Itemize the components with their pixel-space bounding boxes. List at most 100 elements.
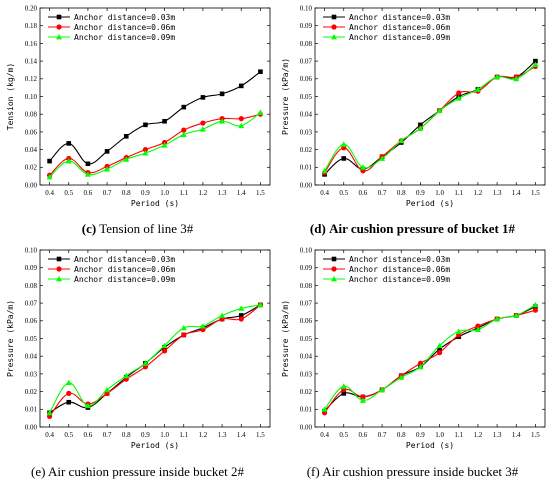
chart-panel-d: 0.00 0.01 0.02 0.03 0.04 0.05 0.06 0.07 0.08 0.09… <box>275 0 550 242</box>
y-tick-label: 0.05 <box>25 335 38 343</box>
data-point <box>46 174 53 180</box>
x-tick-label: 0.9 <box>416 431 425 439</box>
data-point <box>321 167 328 174</box>
data-point <box>436 342 443 348</box>
data-point <box>532 301 539 308</box>
x-tick-label: 0.4 <box>320 189 329 197</box>
x-tick-label: 1.0 <box>160 189 169 197</box>
data-point <box>66 399 72 405</box>
y-tick-label: 0.06 <box>300 75 313 83</box>
y-tick-label: 0.07 <box>300 58 313 66</box>
y-tick-label: 0.08 <box>300 282 313 290</box>
data-point <box>219 118 226 124</box>
data-point <box>532 61 539 68</box>
x-tick-label: 1.3 <box>218 189 227 197</box>
y-tick-label: 0.06 <box>300 317 313 325</box>
x-tick-label: 0.7 <box>103 189 112 197</box>
x-tick-label: 1.0 <box>435 189 444 197</box>
chart-svg-e: 0.00 0.01 0.02 0.03 0.04 0.05 0.06 0.07 0.08 0.09… <box>6 246 271 450</box>
y-tick-label: 0.02 <box>25 164 38 172</box>
series-group <box>46 302 264 419</box>
x-tick-label: 0.7 <box>378 431 387 439</box>
data-point <box>436 350 443 356</box>
data-point <box>181 104 187 110</box>
x-tick-label: 1.5 <box>531 189 540 197</box>
data-point <box>84 402 91 409</box>
data-point <box>238 116 244 122</box>
legend-label: Anchor distance=0.09m <box>74 275 175 284</box>
data-point <box>456 90 462 96</box>
panel-label-c: (c) <box>81 221 97 236</box>
y-tick-label: 0.00 <box>300 181 313 189</box>
data-point <box>142 360 149 366</box>
legend-marker <box>331 14 337 20</box>
data-point <box>341 391 347 396</box>
legend-label: Anchor distance=0.06m <box>74 265 175 274</box>
x-tick-label: 1.1 <box>454 431 463 439</box>
data-point <box>418 122 423 128</box>
data-point <box>238 122 245 129</box>
legend-label: Anchor distance=0.06m <box>74 23 175 32</box>
x-tick-label: 1.4 <box>237 189 246 197</box>
x-tick-label: 1.2 <box>474 431 483 439</box>
data-point <box>199 126 206 132</box>
data-point <box>46 409 53 416</box>
y-axis-label: Pressure (kPa/m) <box>281 300 290 377</box>
series-group <box>47 69 263 167</box>
y-tick-label: 0.07 <box>300 300 313 308</box>
legend-marker <box>331 266 337 272</box>
y-tick-label: 0.16 <box>25 40 38 48</box>
x-tick-label: 0.9 <box>141 189 150 197</box>
x-tick-label: 0.6 <box>359 431 368 439</box>
chart-svg-c: 0.00 0.02 0.04 0.06 0.08 0.10 0.12 0.14 0.16 0.18… <box>6 4 271 208</box>
x-axis-label: Period (s) <box>131 199 179 208</box>
data-point <box>494 316 501 322</box>
data-point <box>494 74 501 80</box>
x-tick-label: 1.5 <box>256 189 265 197</box>
x-tick-label: 0.5 <box>64 431 73 439</box>
x-tick-label: 1.4 <box>512 431 521 439</box>
x-axis-label: Period (s) <box>406 441 454 450</box>
x-tick-label: 0.7 <box>378 189 387 197</box>
y-tick-label: 0.14 <box>25 58 38 66</box>
data-point <box>238 83 244 89</box>
data-point <box>200 95 206 100</box>
legend-label: Anchor distance=0.09m <box>74 33 175 42</box>
x-tick-label: 1.3 <box>218 431 227 439</box>
data-point <box>258 69 263 75</box>
series-line <box>49 304 261 417</box>
y-tick-label: 0.00 <box>300 423 313 431</box>
data-point <box>161 348 168 354</box>
x-tick-label: 1.1 <box>179 189 188 197</box>
y-tick-label: 0.10 <box>300 4 313 12</box>
data-point <box>66 141 72 146</box>
series-line <box>49 71 261 165</box>
data-point <box>379 155 386 161</box>
data-point <box>321 406 328 412</box>
y-tick-label: 0.01 <box>300 406 313 414</box>
data-point <box>142 150 149 156</box>
legend-label: Anchor distance=0.03m <box>74 255 175 264</box>
y-tick-label: 0.02 <box>25 388 38 396</box>
data-point <box>219 312 226 318</box>
x-tick-label: 1.2 <box>199 431 208 439</box>
data-point <box>180 324 187 331</box>
data-point <box>360 394 366 400</box>
data-point <box>85 161 91 167</box>
y-tick-label: 0.10 <box>25 93 38 101</box>
x-tick-label: 1.3 <box>493 189 502 197</box>
y-tick-label: 0.02 <box>300 146 313 154</box>
legend-marker <box>56 266 62 272</box>
series-group <box>46 301 264 416</box>
y-tick-label: 0.03 <box>300 370 313 378</box>
panel-label-f: (f) <box>306 464 320 479</box>
series-group <box>46 109 264 180</box>
data-point <box>142 147 149 153</box>
data-point <box>161 342 168 348</box>
data-point <box>104 166 111 172</box>
caption-text-f: Air cushion pressure inside bucket 3# <box>322 464 519 479</box>
y-tick-label: 0.09 <box>25 264 38 272</box>
data-point <box>398 374 405 380</box>
chart-panel-c: 0.00 0.02 0.04 0.06 0.08 0.10 0.12 0.14 0.16 0.18… <box>0 0 275 242</box>
legend-label: Anchor distance=0.06m <box>349 265 450 274</box>
